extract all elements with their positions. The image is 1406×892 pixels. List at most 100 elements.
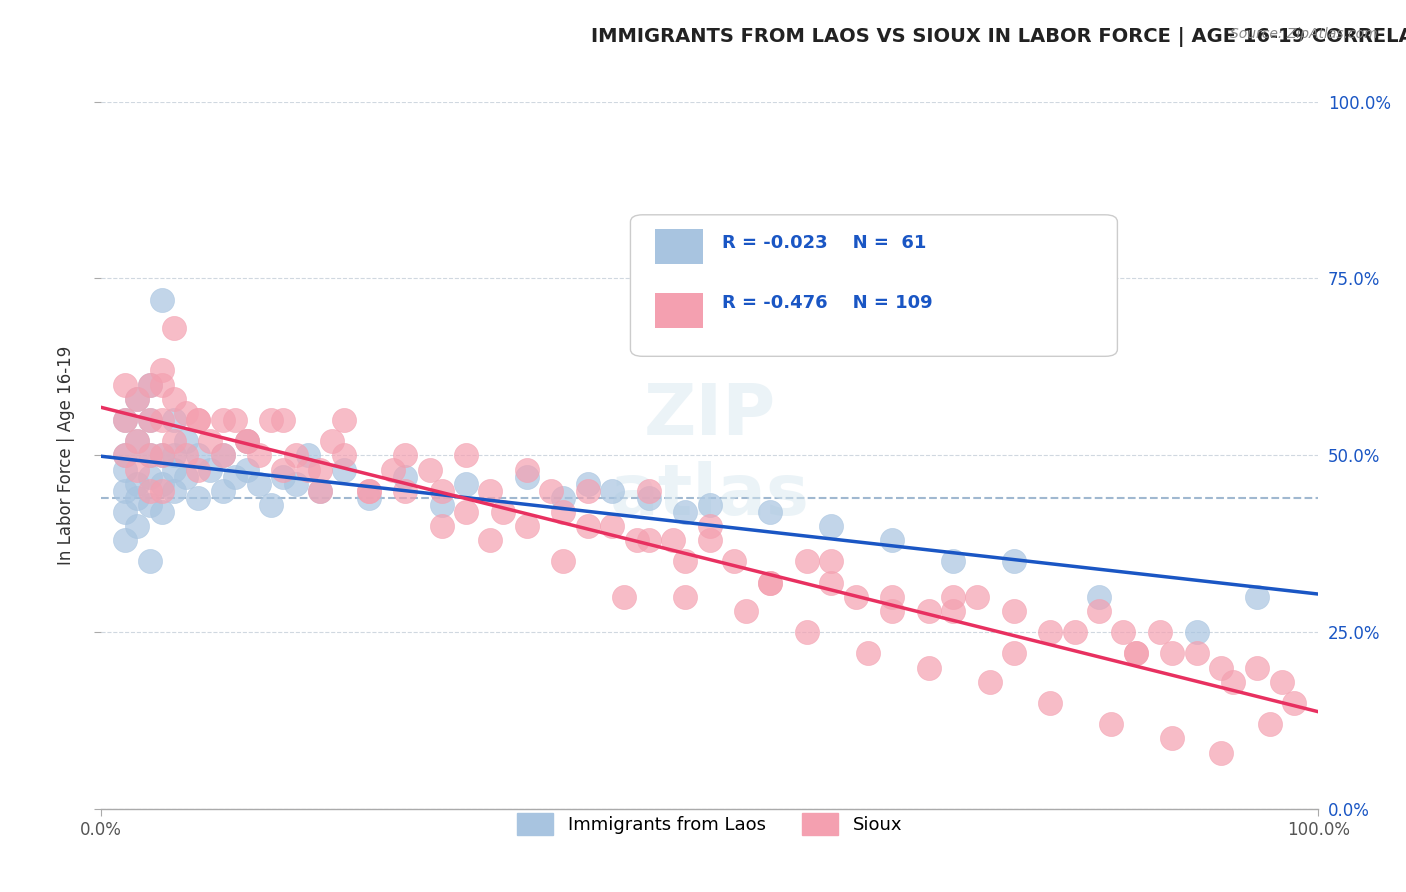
Legend: Immigrants from Laos, Sioux: Immigrants from Laos, Sioux [510, 806, 910, 843]
Point [163, 321, 186, 335]
Point [357, 491, 380, 505]
Point [1099, 717, 1122, 731]
Point [211, 449, 233, 463]
Y-axis label: In Labor Force | Age 16-19: In Labor Force | Age 16-19 [58, 346, 75, 565]
Point [138, 377, 160, 392]
Point [820, 575, 842, 590]
Point [491, 505, 513, 519]
Point [516, 462, 538, 476]
Point [127, 392, 149, 406]
Point [187, 449, 209, 463]
Bar [655, 229, 703, 264]
Point [600, 483, 623, 498]
Point [224, 469, 246, 483]
Point [260, 498, 283, 512]
Point [942, 590, 965, 604]
Point [456, 505, 478, 519]
Point [1002, 604, 1025, 618]
Point [138, 483, 160, 498]
Point [759, 505, 782, 519]
Point [699, 533, 721, 548]
Point [759, 575, 782, 590]
Point [200, 462, 222, 476]
Point [479, 483, 502, 498]
Point [114, 505, 136, 519]
Point [394, 449, 416, 463]
Point [1222, 674, 1244, 689]
Point [127, 434, 149, 449]
Text: R = -0.023    N =  61: R = -0.023 N = 61 [721, 234, 927, 252]
Point [1246, 660, 1268, 674]
Point [127, 434, 149, 449]
Point [297, 449, 319, 463]
Point [540, 483, 562, 498]
Point [456, 449, 478, 463]
Point [321, 434, 343, 449]
Point [150, 377, 173, 392]
Point [456, 476, 478, 491]
Point [1002, 554, 1025, 568]
Point [138, 449, 160, 463]
Point [673, 554, 696, 568]
Point [163, 483, 186, 498]
Point [211, 449, 233, 463]
Point [966, 590, 988, 604]
Point [1149, 625, 1171, 640]
Point [260, 413, 283, 427]
Point [236, 434, 259, 449]
Point [882, 533, 904, 548]
Point [882, 590, 904, 604]
Point [273, 469, 295, 483]
Point [1063, 625, 1085, 640]
Point [114, 377, 136, 392]
Point [138, 469, 160, 483]
Point [1088, 590, 1111, 604]
Point [1246, 590, 1268, 604]
Point [138, 449, 160, 463]
Point [576, 483, 599, 498]
Point [163, 434, 186, 449]
Point [284, 449, 307, 463]
Point [430, 498, 453, 512]
Point [236, 462, 259, 476]
Point [1125, 647, 1147, 661]
Point [394, 469, 416, 483]
Point [600, 519, 623, 533]
Point [1161, 647, 1184, 661]
Point [114, 413, 136, 427]
Point [1039, 625, 1062, 640]
Point [479, 533, 502, 548]
Point [723, 554, 745, 568]
Point [626, 533, 648, 548]
Point [211, 413, 233, 427]
Point [309, 462, 332, 476]
Point [150, 293, 173, 307]
Text: R = -0.476    N = 109: R = -0.476 N = 109 [721, 294, 932, 312]
Point [211, 483, 233, 498]
Point [127, 519, 149, 533]
Point [174, 406, 197, 420]
Point [882, 604, 904, 618]
Point [127, 491, 149, 505]
Point [516, 469, 538, 483]
Point [247, 449, 270, 463]
Point [1039, 696, 1062, 710]
Point [163, 392, 186, 406]
Point [163, 449, 186, 463]
Point [273, 413, 295, 427]
Point [699, 498, 721, 512]
Point [187, 413, 209, 427]
Point [163, 462, 186, 476]
Point [553, 505, 575, 519]
Point [114, 483, 136, 498]
Point [845, 590, 868, 604]
FancyBboxPatch shape [630, 215, 1118, 356]
Point [187, 491, 209, 505]
Point [333, 449, 356, 463]
Point [673, 590, 696, 604]
Text: IMMIGRANTS FROM LAOS VS SIOUX IN LABOR FORCE | AGE 16-19 CORRELATION CHART: IMMIGRANTS FROM LAOS VS SIOUX IN LABOR F… [591, 27, 1406, 46]
Text: ZIP
atlas: ZIP atlas [610, 381, 810, 530]
Point [114, 449, 136, 463]
Point [127, 462, 149, 476]
Point [979, 674, 1001, 689]
